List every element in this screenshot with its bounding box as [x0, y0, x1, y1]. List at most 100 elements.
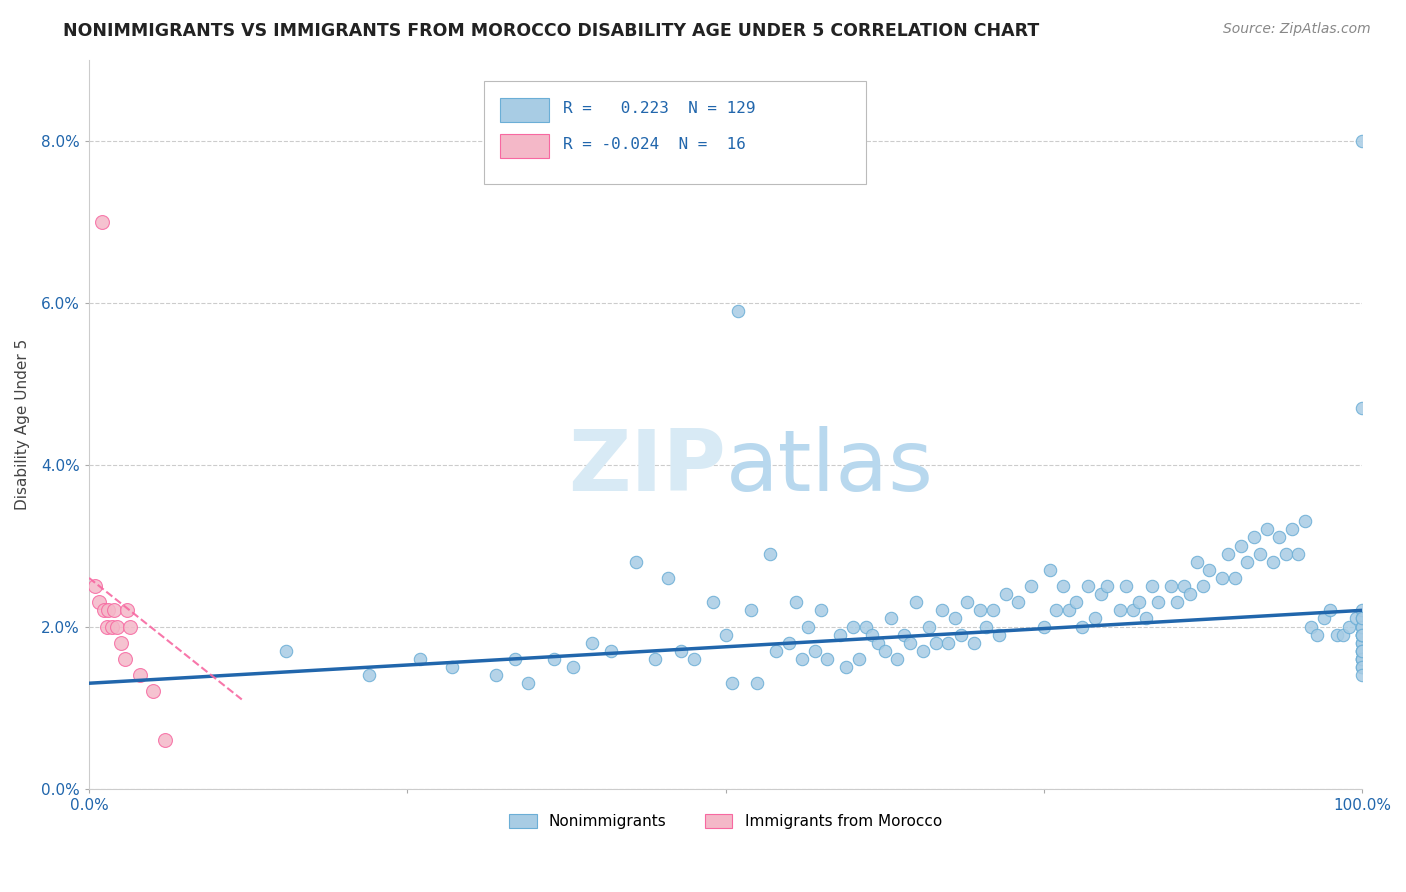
Point [155, 733, 177, 747]
FancyBboxPatch shape [501, 134, 548, 158]
Point [727, 303, 749, 318]
Point [1286, 547, 1309, 561]
Point [1351, 652, 1374, 666]
Point [994, 587, 1017, 601]
Point [600, 644, 623, 658]
Point [936, 636, 959, 650]
Point [880, 611, 903, 625]
Point [110, 636, 132, 650]
Point [1128, 595, 1150, 609]
Point [1185, 555, 1208, 569]
Point [409, 652, 432, 666]
Point [898, 636, 921, 650]
Point [835, 660, 858, 674]
Point [90, 214, 112, 228]
Point [1198, 563, 1220, 577]
Point [84, 579, 107, 593]
Point [1223, 571, 1246, 585]
Point [276, 644, 298, 658]
Point [101, 619, 124, 633]
Point [1249, 547, 1271, 561]
Point [1351, 627, 1374, 641]
Point [89, 595, 111, 609]
Point [1256, 522, 1278, 536]
Point [759, 547, 782, 561]
Point [1351, 611, 1374, 625]
Point [142, 684, 165, 698]
Point [1057, 603, 1080, 617]
Y-axis label: Disability Age Under 5: Disability Age Under 5 [15, 338, 30, 509]
Point [1351, 644, 1374, 658]
Point [855, 619, 877, 633]
Text: Source: ZipAtlas.com: Source: ZipAtlas.com [1223, 22, 1371, 37]
Point [440, 660, 463, 674]
Point [943, 611, 966, 625]
Point [860, 627, 883, 641]
Point [1230, 539, 1253, 553]
Point [1192, 579, 1215, 593]
Point [1039, 563, 1062, 577]
Text: R =   0.223  N = 129: R = 0.223 N = 129 [562, 101, 755, 116]
Point [1173, 579, 1195, 593]
Point [115, 603, 138, 617]
Point [1351, 652, 1374, 666]
Point [1351, 627, 1374, 641]
Point [505, 652, 527, 666]
Point [893, 627, 915, 641]
Point [1299, 619, 1322, 633]
Point [1084, 611, 1107, 625]
Point [886, 652, 908, 666]
Point [1351, 644, 1374, 658]
Point [918, 619, 941, 633]
Point [747, 676, 769, 690]
Point [1166, 595, 1188, 609]
Point [1306, 627, 1329, 641]
Point [129, 668, 152, 682]
Point [1211, 571, 1233, 585]
Point [1160, 579, 1182, 593]
Point [765, 644, 787, 658]
Point [1064, 595, 1087, 609]
Text: ZIP: ZIP [568, 426, 725, 509]
Point [1339, 619, 1361, 633]
Point [682, 652, 704, 666]
Point [778, 636, 800, 650]
Point [96, 619, 118, 633]
Point [1122, 603, 1144, 617]
Point [581, 636, 603, 650]
Point [1351, 636, 1374, 650]
Point [785, 595, 807, 609]
Point [981, 603, 1004, 617]
Point [1313, 611, 1336, 625]
Point [1331, 627, 1354, 641]
Point [963, 636, 986, 650]
Point [1218, 547, 1240, 561]
Point [357, 668, 380, 682]
Point [1351, 660, 1374, 674]
Point [976, 619, 998, 633]
Point [848, 652, 870, 666]
Point [1052, 579, 1074, 593]
Point [956, 595, 979, 609]
Point [1007, 595, 1029, 609]
Point [1281, 522, 1303, 536]
Point [815, 652, 838, 666]
Point [1178, 587, 1201, 601]
Point [873, 644, 896, 658]
Point [1115, 579, 1137, 593]
Point [118, 619, 141, 633]
Point [803, 644, 825, 658]
Point [1351, 652, 1374, 666]
Point [810, 603, 832, 617]
Point [1135, 611, 1157, 625]
Text: atlas: atlas [725, 426, 934, 509]
Point [1097, 579, 1119, 593]
Point [517, 676, 540, 690]
Point [931, 603, 953, 617]
Point [1294, 514, 1316, 528]
Point [1019, 579, 1042, 593]
Point [842, 619, 865, 633]
Point [669, 644, 692, 658]
Point [1351, 644, 1374, 658]
Point [1045, 603, 1067, 617]
